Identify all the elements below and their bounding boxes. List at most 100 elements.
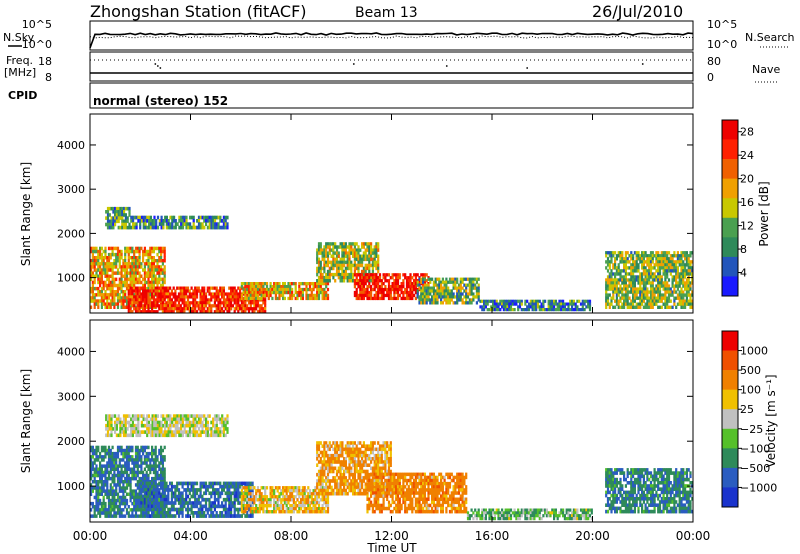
echo-cell xyxy=(389,276,392,280)
echo-cell xyxy=(328,266,331,271)
echo-cell xyxy=(569,302,572,306)
echo-cell xyxy=(691,269,694,273)
echo-cell xyxy=(244,301,247,305)
echo-cell xyxy=(649,287,653,291)
echo-cell xyxy=(118,271,121,275)
echo-cell xyxy=(687,272,690,276)
echo-cell xyxy=(308,293,312,298)
echo-cell xyxy=(666,287,669,291)
echo-cell xyxy=(160,484,163,489)
echo-cell xyxy=(145,461,148,465)
echo-cell xyxy=(170,491,173,496)
echo-cell xyxy=(155,222,158,226)
echo-cell xyxy=(621,305,624,309)
echo-cell xyxy=(158,274,161,278)
echo-cell xyxy=(138,298,141,302)
echo-cell xyxy=(120,283,123,288)
echo-cell xyxy=(687,293,690,297)
echo-cell xyxy=(195,295,199,299)
echo-cell xyxy=(348,260,351,265)
echo-cell xyxy=(155,420,158,425)
echo-cell xyxy=(138,289,141,293)
echo-cell xyxy=(404,290,407,295)
echo-cell xyxy=(382,273,385,277)
echo-cell xyxy=(432,289,435,293)
echo-cell xyxy=(483,302,486,306)
echo-cell xyxy=(149,464,152,468)
echo-cell xyxy=(448,289,452,293)
echo-cell xyxy=(536,299,540,303)
echo-cell xyxy=(95,501,98,506)
echo-cell xyxy=(280,293,283,298)
echo-cell xyxy=(104,296,107,300)
echo-cell xyxy=(454,280,457,284)
echo-cell xyxy=(118,256,121,260)
echo-cell xyxy=(387,290,391,295)
echo-cell xyxy=(169,488,172,492)
echo-cell xyxy=(325,263,328,268)
echo-cell xyxy=(206,430,209,434)
echo-cell xyxy=(687,281,690,285)
echo-cell xyxy=(267,290,270,295)
echo-cell xyxy=(115,455,118,459)
echo-cell xyxy=(608,284,611,288)
echo-cell xyxy=(350,242,353,246)
echo-cell xyxy=(199,307,202,311)
echo-cell xyxy=(135,222,138,226)
echo-cell xyxy=(362,293,365,298)
echo-cell xyxy=(186,298,190,302)
echo-cell xyxy=(115,256,118,260)
echo-cell xyxy=(129,274,132,278)
echo-cell xyxy=(102,489,105,493)
echo-cell xyxy=(312,296,315,301)
echo-cell xyxy=(177,304,181,308)
echo-cell xyxy=(685,284,688,288)
echo-cell xyxy=(118,508,121,512)
echo-cell xyxy=(176,497,179,502)
echo-cell xyxy=(249,307,252,311)
echo-cell xyxy=(287,285,290,289)
echo-cell xyxy=(264,310,267,314)
echo-cell xyxy=(174,295,177,299)
echo-cell xyxy=(605,284,608,288)
echo-cell xyxy=(251,310,254,314)
echo-cell xyxy=(194,292,197,296)
echo-cell xyxy=(125,249,129,254)
echo-cell xyxy=(472,283,475,287)
echo-cell xyxy=(213,430,217,434)
echo-cell xyxy=(125,473,129,478)
echo-cell xyxy=(181,301,184,305)
echo-cell xyxy=(109,283,112,288)
echo-cell xyxy=(151,301,154,305)
echo-cell xyxy=(206,310,209,314)
echo-cell xyxy=(115,216,118,220)
echo-cell xyxy=(170,307,173,311)
echo-cell xyxy=(321,254,324,258)
echo-cell xyxy=(186,484,190,489)
echo-cell xyxy=(187,414,190,418)
echo-cell xyxy=(362,272,365,277)
echo-cell xyxy=(176,507,179,512)
echo-cell xyxy=(292,282,295,286)
echo-cell xyxy=(188,301,191,305)
echo-cell xyxy=(145,470,148,475)
echo-cell xyxy=(100,302,103,306)
echo-cell xyxy=(658,287,662,291)
echo-cell xyxy=(100,445,103,450)
echo-cell xyxy=(188,481,191,486)
echo-cell xyxy=(382,282,385,286)
echo-cell xyxy=(300,290,303,295)
echo-cell xyxy=(468,280,471,284)
echo-cell xyxy=(364,254,367,258)
echo-cell xyxy=(148,215,151,220)
echo-cell xyxy=(219,286,222,290)
echo-cell xyxy=(260,285,263,289)
echo-cell xyxy=(377,266,380,271)
echo-cell xyxy=(116,283,120,288)
echo-cell xyxy=(93,280,96,285)
colorbar-frame xyxy=(721,119,739,297)
echo-cell xyxy=(563,308,566,312)
echo-cell xyxy=(163,501,166,505)
echo-cell xyxy=(680,263,683,267)
echo-cell xyxy=(93,458,96,462)
